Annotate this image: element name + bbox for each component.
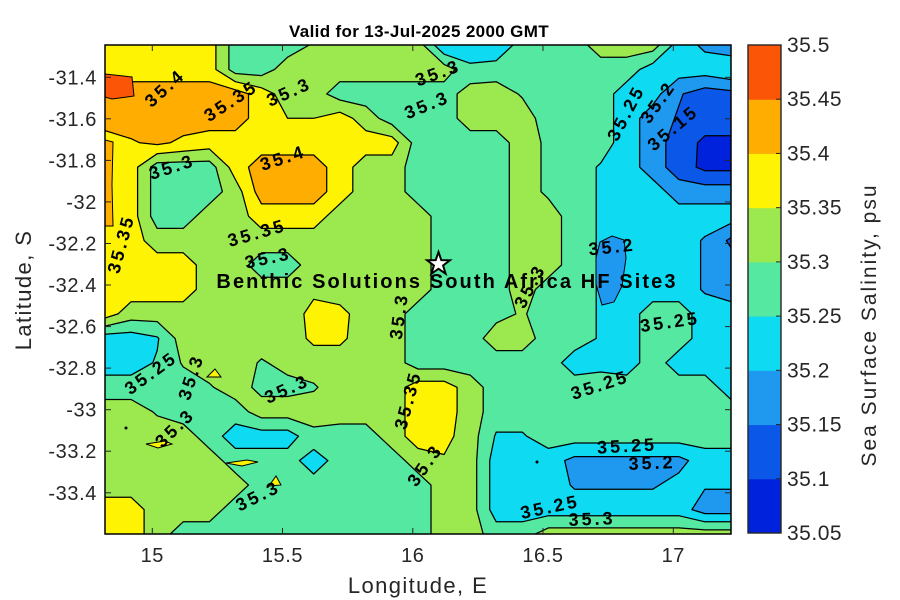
svg-text:-32.8: -32.8 <box>48 358 97 380</box>
svg-text:35.3: 35.3 <box>568 508 616 530</box>
svg-text:35.25: 35.25 <box>596 434 657 457</box>
svg-text:-31.6: -31.6 <box>48 109 97 131</box>
svg-text:-32: -32 <box>66 192 97 214</box>
svg-text:35.05: 35.05 <box>787 522 842 545</box>
svg-text:35.2: 35.2 <box>628 452 676 474</box>
svg-text:-31.8: -31.8 <box>48 150 97 172</box>
svg-text:Benthic Solutions South Africa: Benthic Solutions South Africa HF Site3 <box>216 271 677 293</box>
svg-text:15: 15 <box>141 545 164 567</box>
svg-text:35.3: 35.3 <box>787 251 830 274</box>
svg-text:35.45: 35.45 <box>787 88 842 111</box>
svg-text:-31.4: -31.4 <box>48 67 97 89</box>
svg-text:35.5: 35.5 <box>787 34 830 57</box>
svg-text:Sea Surface Salinity, psu: Sea Surface Salinity, psu <box>858 183 881 466</box>
svg-text:-32.2: -32.2 <box>48 234 97 256</box>
svg-text:17: 17 <box>662 545 685 567</box>
svg-text:16.5: 16.5 <box>522 545 563 567</box>
svg-text:-32.4: -32.4 <box>48 275 97 297</box>
svg-text:Valid for 13-Jul-2025 2000 GMT: Valid for 13-Jul-2025 2000 GMT <box>289 22 549 41</box>
svg-text:15.5: 15.5 <box>262 545 303 567</box>
svg-text:-33.4: -33.4 <box>48 483 97 505</box>
svg-text:35.15: 35.15 <box>787 414 842 437</box>
svg-text:35.2: 35.2 <box>588 235 637 260</box>
svg-text:35.25: 35.25 <box>787 305 842 328</box>
svg-text:35.1: 35.1 <box>787 468 830 491</box>
svg-text:-32.6: -32.6 <box>48 317 97 339</box>
svg-text:-33.2: -33.2 <box>48 441 97 463</box>
svg-text:35.35: 35.35 <box>787 197 842 220</box>
svg-text:16: 16 <box>401 545 424 567</box>
svg-text:35.4: 35.4 <box>787 142 830 165</box>
svg-text:35.2: 35.2 <box>787 359 830 382</box>
svg-text:Longitude, E: Longitude, E <box>348 573 488 598</box>
svg-text:-33: -33 <box>66 400 97 422</box>
svg-text:Latitude, S: Latitude, S <box>11 230 36 351</box>
